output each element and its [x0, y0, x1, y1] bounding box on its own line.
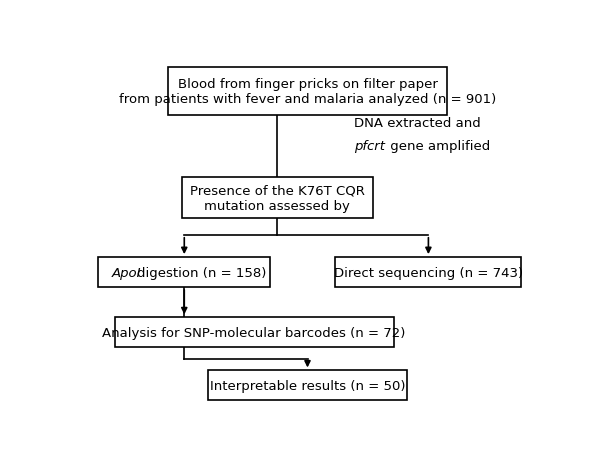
- Text: gene amplified: gene amplified: [386, 140, 490, 153]
- FancyBboxPatch shape: [182, 178, 373, 218]
- Text: digestion (n = 158): digestion (n = 158): [137, 266, 266, 279]
- Text: Analysis for SNP-molecular barcodes (n = 72): Analysis for SNP-molecular barcodes (n =…: [103, 326, 406, 339]
- FancyBboxPatch shape: [335, 257, 521, 287]
- FancyBboxPatch shape: [168, 68, 447, 116]
- Text: Presence of the K76T CQR
mutation assessed by: Presence of the K76T CQR mutation assess…: [190, 184, 365, 212]
- FancyBboxPatch shape: [115, 318, 394, 347]
- FancyBboxPatch shape: [208, 370, 407, 401]
- Text: ApoI: ApoI: [112, 266, 141, 279]
- FancyBboxPatch shape: [98, 257, 270, 287]
- Text: Interpretable results (n = 50): Interpretable results (n = 50): [210, 379, 405, 392]
- Text: Blood from finger pricks on filter paper
from patients with fever and malaria an: Blood from finger pricks on filter paper…: [119, 78, 496, 106]
- Text: Direct sequencing (n = 743): Direct sequencing (n = 743): [334, 266, 523, 279]
- Text: pfcrt: pfcrt: [354, 140, 385, 153]
- Text: DNA extracted and: DNA extracted and: [354, 117, 481, 129]
